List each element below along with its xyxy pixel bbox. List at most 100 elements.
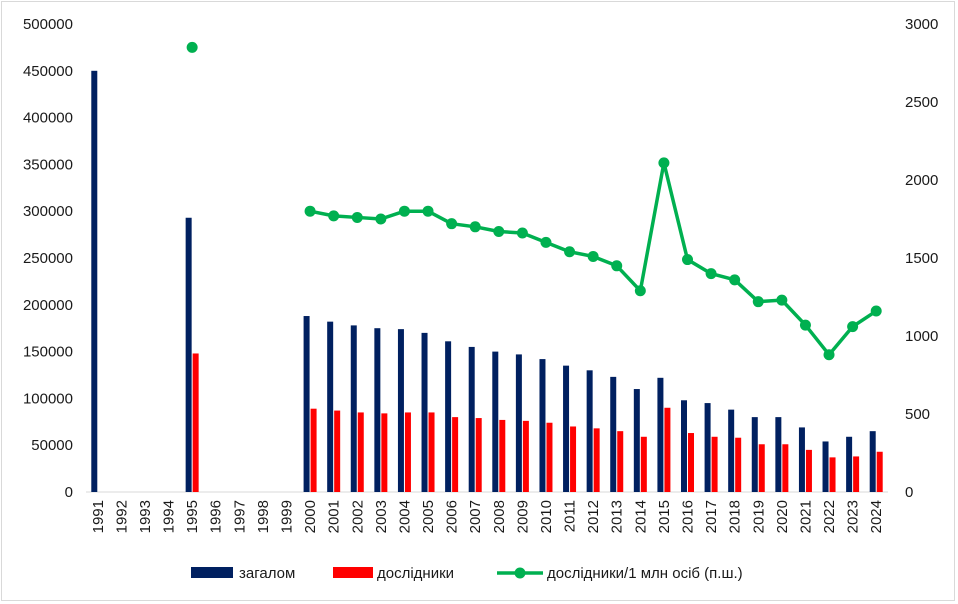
bar-researchers: [522, 420, 529, 492]
x-axis-tick-label: 2007: [467, 500, 484, 533]
line-point: [493, 225, 505, 237]
line-point: [658, 157, 670, 169]
bar-total: [539, 359, 546, 492]
bar-total: [468, 346, 475, 492]
bar-researchers: [381, 413, 388, 492]
line-point: [705, 268, 717, 280]
line-point: [823, 349, 835, 361]
legend-swatch-total: [191, 567, 233, 578]
right-axis-tick-label: 500: [905, 406, 930, 423]
line-point: [729, 274, 741, 286]
bar-researchers: [404, 412, 411, 492]
left-axis-tick-label: 450000: [23, 63, 73, 80]
x-axis-tick-label: 1994: [161, 500, 178, 533]
bar-total: [728, 409, 735, 492]
right-axis: 0 500 1000 1500 2000 2500 3000: [905, 16, 938, 501]
bar-total: [869, 431, 876, 492]
bar-total: [586, 370, 593, 492]
bar-researchers: [758, 444, 765, 492]
line-point: [304, 205, 316, 217]
line-point: [564, 246, 576, 258]
bar-total: [681, 400, 687, 492]
line-point: [375, 213, 387, 225]
x-axis-tick-label: 2017: [703, 500, 720, 533]
left-axis-tick-label: 0: [65, 484, 73, 501]
x-axis-tick-label: 2001: [326, 500, 343, 533]
line-point: [799, 319, 811, 331]
left-axis-tick-label: 50000: [31, 437, 73, 454]
bar-researchers: [829, 457, 836, 492]
bar-researchers: [357, 412, 364, 492]
bar-total: [327, 321, 334, 492]
x-axis: 1991 1992 1993 1994 1995 1996 1997 1998 1999 2000…: [90, 500, 885, 533]
x-axis-tick-label: 2016: [680, 500, 697, 533]
x-axis-tick-label: 1993: [137, 500, 154, 533]
bar-total: [185, 217, 192, 492]
x-axis-tick-label: 2020: [774, 500, 791, 533]
right-axis-tick-label: 2000: [905, 172, 938, 189]
x-axis-tick-label: 1999: [279, 500, 296, 533]
bar-total: [775, 417, 782, 492]
bar-researchers: [499, 419, 506, 492]
line-series-layer: [186, 41, 882, 361]
x-axis-tick-label: 2006: [444, 500, 461, 533]
line-point: [611, 260, 623, 272]
line-point: [634, 285, 646, 297]
x-axis-tick-label: 2008: [491, 500, 508, 533]
x-axis-tick-label: 1998: [255, 500, 272, 533]
x-axis-tick-label: 2014: [632, 500, 649, 533]
left-axis-tick-label: 350000: [23, 156, 73, 173]
x-axis-tick-label: 1997: [231, 500, 248, 533]
line-point: [587, 250, 599, 262]
bar-researchers: [452, 417, 459, 492]
x-axis-tick-label: 2000: [302, 500, 319, 533]
bar-total: [633, 389, 640, 492]
legend-label-researchers: дослідники: [377, 565, 454, 582]
bar-researchers: [192, 353, 199, 492]
bar-researchers: [688, 433, 694, 492]
line-point: [540, 236, 552, 248]
bar-total: [846, 436, 853, 492]
left-axis-tick-label: 500000: [23, 16, 73, 33]
x-axis-tick-label: 2009: [514, 500, 531, 533]
bar-researchers: [664, 407, 671, 492]
bar-total: [374, 328, 381, 492]
line-point: [328, 210, 340, 222]
right-axis-tick-label: 3000: [905, 16, 938, 33]
line-point: [469, 221, 481, 233]
legend-label-per-million: дослідники/1 млн осіб (п.ш.): [547, 565, 743, 582]
x-axis-tick-label: 2023: [845, 500, 862, 533]
bar-total: [91, 70, 98, 493]
line-point: [351, 211, 363, 223]
line-point: [870, 305, 882, 317]
line-point: [398, 205, 410, 217]
bar-researchers: [593, 428, 600, 492]
line-point: [752, 296, 764, 308]
x-axis-tick-label: 2010: [538, 500, 555, 533]
bar-total: [303, 316, 310, 492]
x-axis-tick-label: 2012: [585, 500, 602, 533]
bar-researchers: [546, 422, 553, 492]
right-axis-tick-label: 1000: [905, 328, 938, 345]
line-point: [682, 254, 693, 266]
x-axis-tick-label: 2003: [373, 500, 390, 533]
bar-researchers: [310, 408, 317, 492]
x-axis-tick-label: 2018: [727, 500, 744, 533]
bar-total: [492, 351, 499, 492]
left-axis-tick-label: 300000: [23, 203, 73, 220]
line-point: [186, 41, 198, 53]
bar-total: [445, 341, 452, 492]
bar-researchers: [428, 412, 435, 492]
legend: загалом дослідники дослідники/1 млн осіб (…: [191, 565, 743, 582]
bar-researchers: [334, 410, 341, 492]
left-axis-tick-label: 400000: [23, 110, 73, 127]
bar-total: [704, 403, 711, 492]
bar-total: [421, 332, 428, 492]
left-axis-tick-label: 250000: [23, 250, 73, 267]
legend-label-total: загалом: [239, 565, 295, 582]
x-axis-tick-label: 2015: [656, 500, 673, 533]
bar-total: [350, 325, 357, 492]
line-point: [446, 218, 458, 230]
bar-total: [822, 441, 829, 492]
